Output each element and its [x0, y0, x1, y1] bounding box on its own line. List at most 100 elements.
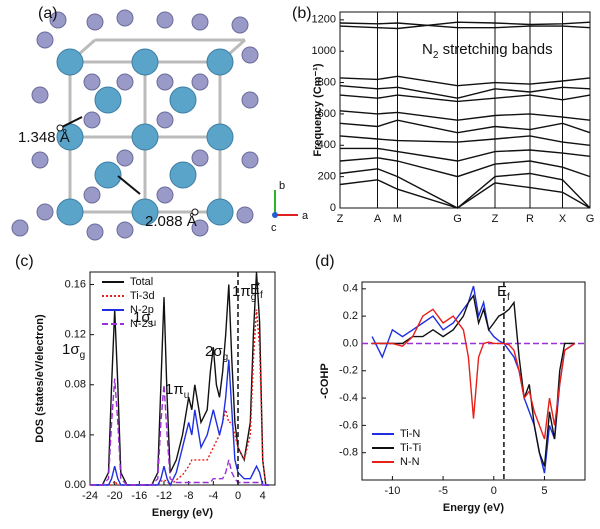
axis-name: b: [279, 180, 285, 192]
y-tick-label: 200: [318, 171, 336, 183]
y-axis-label: -COHP: [319, 363, 331, 398]
annotation: Ef: [250, 281, 263, 301]
annotation-sub: u: [151, 318, 157, 329]
panel-label: (a): [38, 5, 58, 22]
series-line: [90, 271, 269, 486]
x-axis-label: Energy (eV): [443, 502, 504, 514]
series-line: [372, 308, 576, 440]
annotation-sub: g: [80, 350, 86, 361]
series-line: [339, 157, 591, 178]
annotation: 1σu: [133, 309, 156, 329]
annotation-text: 1π: [165, 381, 184, 398]
panel-label: (c): [15, 253, 34, 270]
series-line: [339, 22, 591, 29]
y-tick-label: 800: [318, 76, 336, 88]
annotation-text: E: [497, 283, 507, 300]
annotation-text: E: [250, 281, 260, 298]
x-tick-label: 0: [235, 490, 241, 502]
x-tick-label: -8: [184, 490, 194, 502]
y-tick-label: 0.00: [65, 479, 86, 491]
legend-label: Ti-3d: [130, 290, 155, 302]
series-line: [339, 119, 591, 134]
x-tick-label: A: [374, 213, 382, 225]
annotation-text: 2σ: [205, 343, 223, 360]
series-line: [339, 179, 591, 209]
y-tick-label: 0.12: [65, 329, 86, 341]
annotation: Ef: [497, 283, 510, 303]
annotation-sub: f: [260, 290, 263, 301]
annotation-sup: *: [256, 281, 260, 292]
axis-name: a: [302, 210, 309, 222]
series-line: [371, 285, 576, 474]
annotation: 1σg: [62, 341, 85, 361]
series-line: [90, 378, 269, 486]
x-tick-label: -24: [82, 490, 98, 502]
y-tick-label: 0.0: [343, 337, 358, 349]
x-tick-label: -20: [107, 490, 123, 502]
series-line: [339, 75, 591, 87]
x-tick-label: -4: [208, 490, 218, 502]
series-line: [339, 21, 591, 30]
annotation-tail: stretching bands: [438, 41, 552, 58]
y-tick-label: -0.2: [339, 365, 358, 377]
series-line: [339, 135, 591, 146]
annotation-sub: g: [251, 292, 257, 303]
y-tick-label: 600: [318, 108, 336, 120]
panel-label: (b): [292, 5, 312, 22]
x-tick-label: G: [586, 213, 595, 225]
x-tick-label: -10: [384, 485, 400, 497]
bond-label: 1.348 Å: [18, 129, 70, 146]
axis-name: c: [271, 222, 277, 234]
annotation-text: 1σ: [133, 309, 151, 326]
x-tick-label: G: [453, 213, 462, 225]
series-line: [372, 294, 575, 467]
annotation: 1πu: [165, 381, 189, 401]
legend-label: N-2s: [130, 318, 154, 330]
y-tick-label: 0.04: [65, 429, 86, 441]
annotation: 1πg*: [232, 281, 260, 303]
x-tick-label: -5: [438, 485, 448, 497]
series-line: [90, 359, 269, 487]
plot-frame: [361, 281, 586, 481]
x-tick-label: M: [393, 213, 402, 225]
y-tick-label: 0.16: [65, 278, 86, 290]
x-tick-label: R: [526, 213, 534, 225]
y-axis-label: Frequency (Cm⁻¹): [312, 63, 324, 157]
annotation: 2σg: [205, 343, 228, 363]
x-tick-label: X: [559, 213, 567, 225]
plot-frame: [89, 271, 276, 486]
y-tick-label: 1200: [312, 14, 336, 26]
y-tick-label: 1000: [312, 45, 336, 57]
annotation-text: N: [422, 41, 433, 58]
y-tick-label: -0.8: [339, 447, 358, 459]
series-line: [340, 147, 591, 162]
y-axis-label: DOS (states/eV/electron): [34, 314, 46, 443]
legend-label: N-2p: [130, 304, 154, 316]
legend-label: Total: [130, 276, 153, 288]
annotation-sub: 2: [433, 50, 439, 61]
x-tick-label: Z: [337, 213, 344, 225]
y-tick-label: -0.6: [339, 419, 358, 431]
y-tick-label: -0.4: [339, 392, 358, 404]
x-tick-label: -12: [156, 490, 172, 502]
x-tick-label: 5: [541, 485, 547, 497]
x-tick-label: 4: [260, 490, 266, 502]
annotation-sub: f: [507, 292, 510, 303]
annotation-sub: g: [223, 352, 229, 363]
legend-label: N-N: [400, 456, 420, 468]
y-tick-label: 0: [330, 202, 336, 214]
panel-label: (d): [315, 253, 335, 270]
y-tick-label: 0.08: [65, 379, 86, 391]
annotation-text: 1σ: [62, 341, 80, 358]
y-tick-label: 400: [318, 139, 336, 151]
x-tick-label: -16: [131, 490, 147, 502]
crystal-structure: [11, 9, 298, 241]
bond-label: 2.088 Å: [145, 213, 197, 230]
series-line: [339, 110, 591, 121]
annotation: N2 stretching bands: [422, 41, 553, 61]
series-line: [339, 168, 591, 209]
series-line: [339, 94, 591, 103]
y-tick-label: 0.2: [343, 310, 358, 322]
y-tick-label: 0.4: [343, 283, 358, 295]
